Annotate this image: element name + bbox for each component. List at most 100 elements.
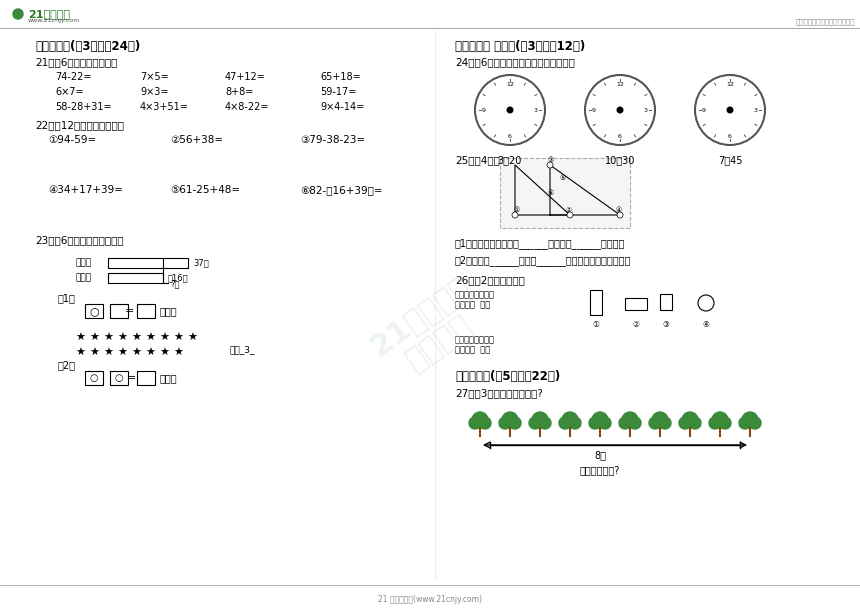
Text: ★: ★ bbox=[117, 333, 127, 343]
Text: ★: ★ bbox=[117, 348, 127, 358]
Circle shape bbox=[13, 9, 23, 19]
Circle shape bbox=[559, 417, 571, 429]
Bar bbox=[108, 258, 188, 268]
Circle shape bbox=[562, 412, 578, 428]
Circle shape bbox=[622, 412, 638, 428]
Text: ★: ★ bbox=[145, 348, 155, 358]
Text: 8米: 8米 bbox=[594, 450, 606, 460]
Text: 9×3=: 9×3= bbox=[140, 87, 169, 97]
Circle shape bbox=[629, 417, 641, 429]
Circle shape bbox=[569, 417, 581, 429]
Circle shape bbox=[679, 417, 691, 429]
Text: ④: ④ bbox=[615, 207, 621, 213]
Text: 22．（12分）列竖式计算。: 22．（12分）列竖式计算。 bbox=[35, 120, 124, 130]
Text: 7×5=: 7×5= bbox=[140, 72, 169, 82]
Text: ★: ★ bbox=[145, 333, 155, 343]
Text: ②: ② bbox=[633, 320, 640, 329]
Text: =: = bbox=[126, 373, 136, 383]
Text: 26．（2分）填一填。: 26．（2分）填一填。 bbox=[455, 275, 525, 285]
Text: 6: 6 bbox=[508, 134, 512, 139]
Text: 中小学教育资源及组卷应用平台: 中小学教育资源及组卷应用平台 bbox=[796, 18, 855, 24]
Text: ④34+17+39=: ④34+17+39= bbox=[48, 185, 123, 195]
Text: ④: ④ bbox=[703, 320, 710, 329]
Circle shape bbox=[617, 107, 623, 113]
Circle shape bbox=[512, 212, 518, 218]
Text: 4×3+51=: 4×3+51= bbox=[140, 102, 189, 112]
Text: （个）: （个） bbox=[160, 306, 178, 316]
Text: ⑥: ⑥ bbox=[548, 190, 554, 196]
Circle shape bbox=[567, 212, 573, 218]
Text: 21 世纪教育网(www.21cnjy.com): 21 世纪教育网(www.21cnjy.com) bbox=[378, 595, 482, 604]
Text: ①: ① bbox=[513, 207, 519, 213]
Circle shape bbox=[742, 412, 758, 428]
Bar bbox=[108, 273, 163, 283]
Bar bbox=[137, 371, 155, 385]
Text: 从以上而看，看到
的是图（  ）。: 从以上而看，看到 的是图（ ）。 bbox=[455, 290, 495, 309]
Text: 37个: 37个 bbox=[193, 258, 209, 267]
Text: 六、解答题(共5题；共22分): 六、解答题(共5题；共22分) bbox=[455, 370, 560, 383]
Circle shape bbox=[689, 417, 701, 429]
Text: 12: 12 bbox=[726, 81, 734, 86]
Text: 五、画一画 填一填(共3题；共12分): 五、画一画 填一填(共3题；共12分) bbox=[455, 40, 586, 53]
Text: ⑥82-（16+39）=: ⑥82-（16+39）= bbox=[300, 185, 383, 195]
Text: 3：20: 3：20 bbox=[498, 155, 522, 165]
Text: （1）: （1） bbox=[58, 293, 76, 303]
Text: 58-28+31=: 58-28+31= bbox=[55, 102, 112, 112]
Circle shape bbox=[617, 212, 623, 218]
Bar bbox=[590, 290, 602, 315]
Circle shape bbox=[502, 412, 518, 428]
Text: 8+8=: 8+8= bbox=[225, 87, 254, 97]
Text: 7：45: 7：45 bbox=[718, 155, 742, 165]
Text: ★: ★ bbox=[173, 348, 183, 358]
Text: （2）: （2） bbox=[58, 360, 76, 370]
Text: =: = bbox=[126, 306, 135, 316]
Circle shape bbox=[479, 417, 491, 429]
Text: ★: ★ bbox=[131, 348, 141, 358]
Text: 9: 9 bbox=[592, 108, 596, 112]
Text: 12: 12 bbox=[506, 81, 514, 86]
Circle shape bbox=[599, 417, 611, 429]
Text: ★: ★ bbox=[131, 333, 141, 343]
Circle shape bbox=[712, 412, 728, 428]
Circle shape bbox=[585, 75, 655, 145]
Text: ★: ★ bbox=[89, 348, 99, 358]
Circle shape bbox=[539, 417, 551, 429]
Text: ★: ★ bbox=[103, 348, 113, 358]
Text: 21．（6分）直接写得数。: 21．（6分）直接写得数。 bbox=[35, 57, 117, 67]
Text: 9×4-14=: 9×4-14= bbox=[320, 102, 365, 112]
Text: 27．（3分）一共长多少米?: 27．（3分）一共长多少米? bbox=[455, 388, 543, 398]
Text: ○: ○ bbox=[89, 306, 99, 316]
Text: （1）一副三角尺中共有______个直角和______个锐角。: （1）一副三角尺中共有______个直角和______个锐角。 bbox=[455, 238, 625, 249]
Circle shape bbox=[547, 162, 553, 168]
Text: ○: ○ bbox=[89, 373, 98, 383]
Text: ★: ★ bbox=[159, 333, 169, 343]
Text: 3: 3 bbox=[644, 108, 648, 112]
Text: 24．（6分）根据时间画出时针和分针。: 24．（6分）根据时间画出时针和分针。 bbox=[455, 57, 574, 67]
Text: ★: ★ bbox=[103, 333, 113, 343]
Circle shape bbox=[472, 412, 488, 428]
Bar bbox=[660, 294, 672, 310]
Text: ★: ★ bbox=[173, 333, 183, 343]
Bar bbox=[110, 371, 128, 385]
Text: 4×8-22=: 4×8-22= bbox=[225, 102, 269, 112]
Circle shape bbox=[649, 417, 661, 429]
Text: 9: 9 bbox=[702, 108, 706, 112]
Circle shape bbox=[719, 417, 731, 429]
Circle shape bbox=[499, 417, 511, 429]
Text: 23．（6分）看图列式计算。: 23．（6分）看图列式计算。 bbox=[35, 235, 124, 245]
Text: 21世纪教育
版权所有: 21世纪教育 版权所有 bbox=[365, 271, 495, 389]
Bar bbox=[625, 298, 647, 310]
Circle shape bbox=[659, 417, 671, 429]
Text: （2）如图，______号角和______号角可以拼成一个钝角。: （2）如图，______号角和______号角可以拼成一个钝角。 bbox=[455, 255, 631, 266]
Bar bbox=[137, 304, 155, 318]
Text: 25．（4分）: 25．（4分） bbox=[455, 155, 500, 165]
Text: 6: 6 bbox=[618, 134, 622, 139]
Circle shape bbox=[469, 417, 481, 429]
Circle shape bbox=[682, 412, 698, 428]
Circle shape bbox=[698, 295, 714, 311]
Circle shape bbox=[695, 75, 765, 145]
Text: 足球：: 足球： bbox=[75, 258, 91, 267]
Circle shape bbox=[509, 417, 521, 429]
Text: ②56+38=: ②56+38= bbox=[170, 135, 223, 145]
Text: （颗）: （颗） bbox=[160, 373, 178, 383]
